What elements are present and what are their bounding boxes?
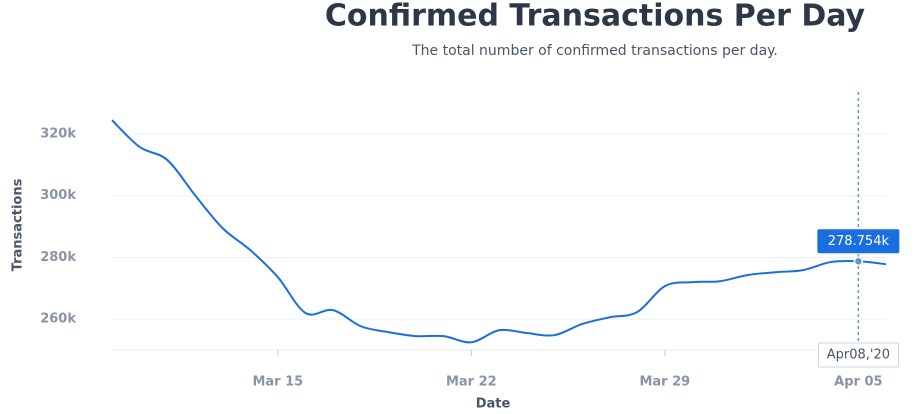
y-tick-label: 300k: [40, 188, 76, 203]
tooltip-box: [817, 229, 900, 254]
tooltip-date-box: [817, 342, 899, 368]
hover-point: [853, 256, 864, 267]
x-tick-label: Mar 15: [252, 375, 303, 390]
chart-title: Confirmed Transactions Per Day: [325, 0, 866, 34]
tooltip-value: 278.754k: [828, 234, 890, 249]
y-tick-label: 260k: [40, 312, 76, 327]
y-tick-label: 320k: [40, 127, 76, 142]
y-axis-label: Transactions: [11, 178, 26, 271]
x-axis-label: Date: [476, 397, 511, 412]
x-tick-label: Apr 05: [834, 375, 882, 390]
y-tick-label: 280k: [40, 250, 76, 265]
tooltip-date: Apr08,'20: [827, 348, 890, 363]
x-tick-label: Mar 22: [446, 375, 497, 390]
chart-subtitle: The total number of confirmed transactio…: [411, 43, 778, 59]
x-tick-label: Mar 29: [639, 375, 690, 390]
data-line: [111, 119, 887, 344]
